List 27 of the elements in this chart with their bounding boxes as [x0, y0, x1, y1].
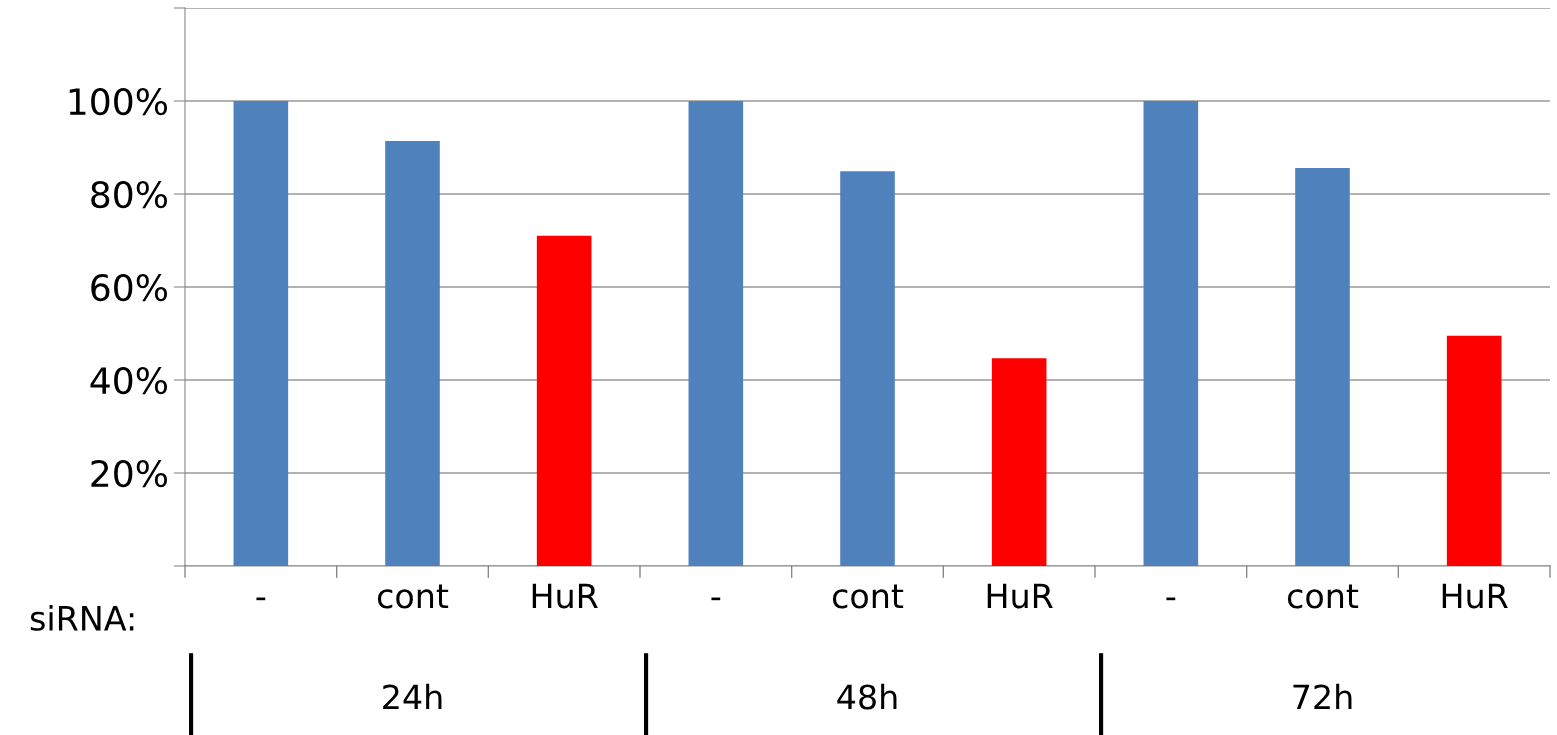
bar	[1295, 167, 1350, 566]
bar	[840, 171, 895, 566]
x-tick-label: -	[256, 597, 266, 601]
x-tick-label: -	[711, 597, 721, 601]
bar	[1143, 101, 1199, 566]
text: 48h	[837, 683, 897, 710]
bar	[688, 101, 744, 566]
text: 24h	[383, 683, 442, 710]
bar	[233, 101, 289, 566]
bar	[1446, 335, 1502, 566]
text: 72h	[1293, 683, 1352, 710]
y-tick-label: 40%	[90, 366, 168, 395]
y-tick-label: 60%	[91, 273, 168, 302]
x-tick-label: HuR	[987, 583, 1053, 609]
bar	[991, 358, 1047, 566]
y-tick-label: 20%	[91, 459, 168, 488]
x-tick-label: HuR	[532, 583, 598, 609]
bar	[385, 140, 440, 566]
x-tick-label: cont	[377, 584, 449, 609]
x-axis-title: siRNA:	[30, 605, 134, 631]
x-tick-label: cont	[832, 584, 904, 609]
x-tick-label: cont	[1287, 584, 1359, 609]
bar	[536, 235, 592, 566]
y-tick-label: 100%	[69, 87, 168, 116]
x-tick-label: HuR	[1442, 583, 1508, 609]
y-tick-label: 80%	[91, 180, 168, 209]
x-tick-label: -	[1166, 597, 1176, 601]
